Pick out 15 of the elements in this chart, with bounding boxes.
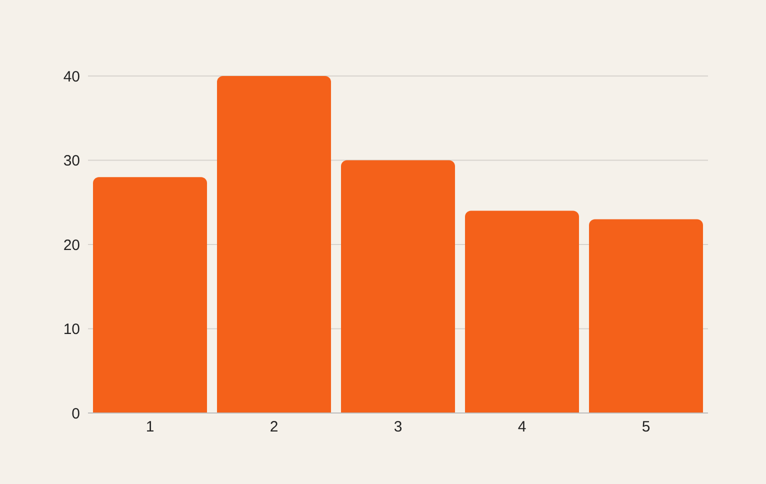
y-tick-label: 20 <box>63 236 80 254</box>
y-tick-label: 30 <box>63 152 80 170</box>
x-tick-label: 2 <box>270 418 278 436</box>
bar <box>589 219 703 413</box>
bar <box>217 76 331 413</box>
bar <box>465 210 579 413</box>
x-tick-label: 5 <box>642 418 650 436</box>
x-tick-label: 1 <box>146 418 154 436</box>
x-tick-label: 3 <box>394 418 402 436</box>
y-tick-label: 0 <box>72 405 80 422</box>
y-tick-label: 10 <box>63 321 80 338</box>
y-tick-label: 40 <box>63 68 80 86</box>
bar <box>93 177 207 413</box>
x-tick-label: 4 <box>518 418 526 436</box>
bar <box>341 160 455 413</box>
